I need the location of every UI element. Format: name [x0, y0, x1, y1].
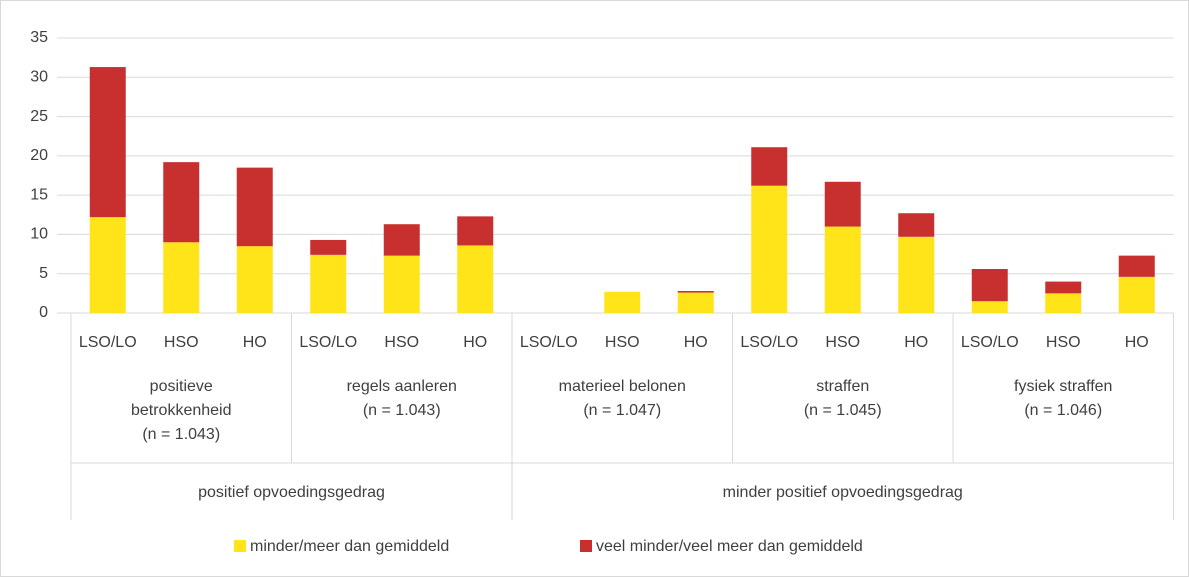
bar-segment	[971, 269, 1008, 302]
bar-segment	[236, 167, 273, 247]
x-tick-label: LSO/LO	[961, 334, 1019, 351]
subgroup-label: (n = 1.046)	[1024, 402, 1102, 419]
bar-segment	[898, 236, 935, 313]
y-tick-label: 0	[39, 304, 48, 321]
bar-segment	[824, 226, 861, 313]
x-tick-label: HSO	[605, 334, 640, 351]
y-tick-label: 5	[39, 265, 48, 282]
bar-segment	[1045, 281, 1082, 294]
y-tick-label: 35	[30, 29, 48, 46]
y-tick-label: 10	[30, 226, 48, 243]
bar-segment	[310, 254, 347, 313]
subgroup-label: straffen	[816, 378, 869, 395]
bar-segment	[163, 162, 200, 243]
legend-swatch	[234, 540, 246, 552]
bar-segment	[824, 181, 861, 227]
y-tick-label: 20	[30, 147, 48, 164]
bar-segment	[1045, 293, 1082, 313]
bar-segment	[457, 245, 494, 313]
x-tick-label: LSO/LO	[520, 334, 578, 351]
subgroup-label: (n = 1.043)	[142, 426, 220, 443]
legend-label: minder/meer dan gemiddeld	[250, 538, 449, 555]
subgroup-label: (n = 1.043)	[363, 402, 441, 419]
bar-segment	[383, 224, 420, 256]
x-tick-label: HO	[243, 334, 267, 351]
bar-segment	[971, 301, 1008, 313]
bar-segment	[457, 216, 494, 246]
bar-segment	[751, 147, 788, 186]
subgroup-label: betrokkenheid	[131, 402, 232, 419]
x-tick-label: HO	[684, 334, 708, 351]
bar-segment	[677, 292, 714, 313]
x-tick-label: HO	[904, 334, 928, 351]
bar-segment	[751, 185, 788, 313]
x-tick-label: HO	[1125, 334, 1149, 351]
legend-swatch	[580, 540, 592, 552]
x-tick-label: LSO/LO	[740, 334, 798, 351]
subgroup-label: regels aanleren	[347, 378, 457, 395]
subgroup-label: (n = 1.045)	[804, 402, 882, 419]
x-tick-label: HSO	[164, 334, 199, 351]
x-tick-label: HO	[463, 334, 487, 351]
bar-segment	[383, 255, 420, 313]
bar-segment	[89, 67, 126, 218]
bar-segment	[604, 291, 641, 313]
x-tick-label: LSO/LO	[79, 334, 137, 351]
bar-segment	[898, 213, 935, 237]
bar-segment	[310, 239, 347, 255]
subgroup-label: materieel belonen	[559, 378, 686, 395]
x-tick-label: HSO	[384, 334, 419, 351]
y-tick-label: 15	[30, 186, 48, 203]
subgroup-label: (n = 1.047)	[583, 402, 661, 419]
y-tick-label: 25	[30, 108, 48, 125]
x-tick-label: HSO	[825, 334, 860, 351]
legend-label: veel minder/veel meer dan gemiddeld	[596, 538, 863, 555]
x-tick-label: HSO	[1046, 334, 1081, 351]
subgroup-label: positieve	[150, 378, 213, 395]
bar-segment	[1118, 276, 1155, 313]
x-tick-label: LSO/LO	[299, 334, 357, 351]
y-tick-label: 30	[30, 69, 48, 86]
bar-segment	[677, 291, 714, 293]
bar-segment	[1118, 255, 1155, 277]
group-label: minder positief opvoedingsgedrag	[723, 484, 963, 501]
bar-segment	[163, 242, 200, 313]
bar-segment	[236, 246, 273, 313]
group-label: positief opvoedingsgedrag	[198, 484, 385, 501]
bar-segment	[89, 217, 126, 313]
subgroup-label: fysiek straffen	[1014, 378, 1112, 395]
